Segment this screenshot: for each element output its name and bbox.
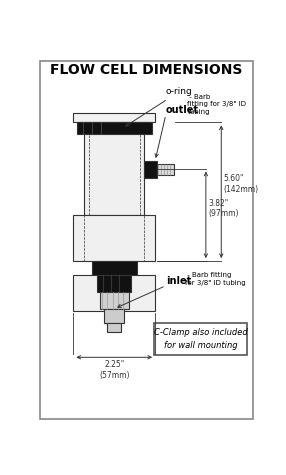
Bar bbox=[74, 113, 155, 123]
Text: outlet: outlet bbox=[166, 105, 199, 115]
Bar bbox=[89, 134, 140, 215]
Text: o-ring: o-ring bbox=[126, 87, 192, 126]
Bar bbox=[74, 275, 155, 311]
Bar bbox=[97, 275, 131, 292]
Bar bbox=[107, 323, 121, 332]
Text: - Barb fitting
for 3/8" ID tubing: - Barb fitting for 3/8" ID tubing bbox=[185, 272, 246, 285]
Bar bbox=[76, 123, 152, 134]
Bar bbox=[154, 323, 247, 355]
Bar bbox=[84, 134, 144, 215]
Bar bbox=[100, 292, 129, 309]
Bar bbox=[74, 215, 155, 261]
Bar bbox=[104, 309, 124, 323]
Text: 2.25"
(57mm): 2.25" (57mm) bbox=[99, 361, 130, 380]
Text: 3.82"
(97mm): 3.82" (97mm) bbox=[208, 199, 239, 219]
Text: C-Clamp also included
for wall mounting: C-Clamp also included for wall mounting bbox=[154, 328, 247, 350]
Bar bbox=[157, 164, 174, 175]
Bar bbox=[80, 123, 149, 125]
Text: - Barb
fitting for 3/8" ID
tubing: - Barb fitting for 3/8" ID tubing bbox=[187, 94, 246, 115]
Text: 5.60"
(142mm): 5.60" (142mm) bbox=[224, 174, 259, 194]
Bar bbox=[144, 161, 156, 178]
Bar bbox=[84, 215, 144, 261]
Text: FLOW CELL DIMENSIONS: FLOW CELL DIMENSIONS bbox=[50, 63, 243, 77]
Text: inlet: inlet bbox=[166, 276, 191, 285]
Bar bbox=[92, 261, 137, 275]
